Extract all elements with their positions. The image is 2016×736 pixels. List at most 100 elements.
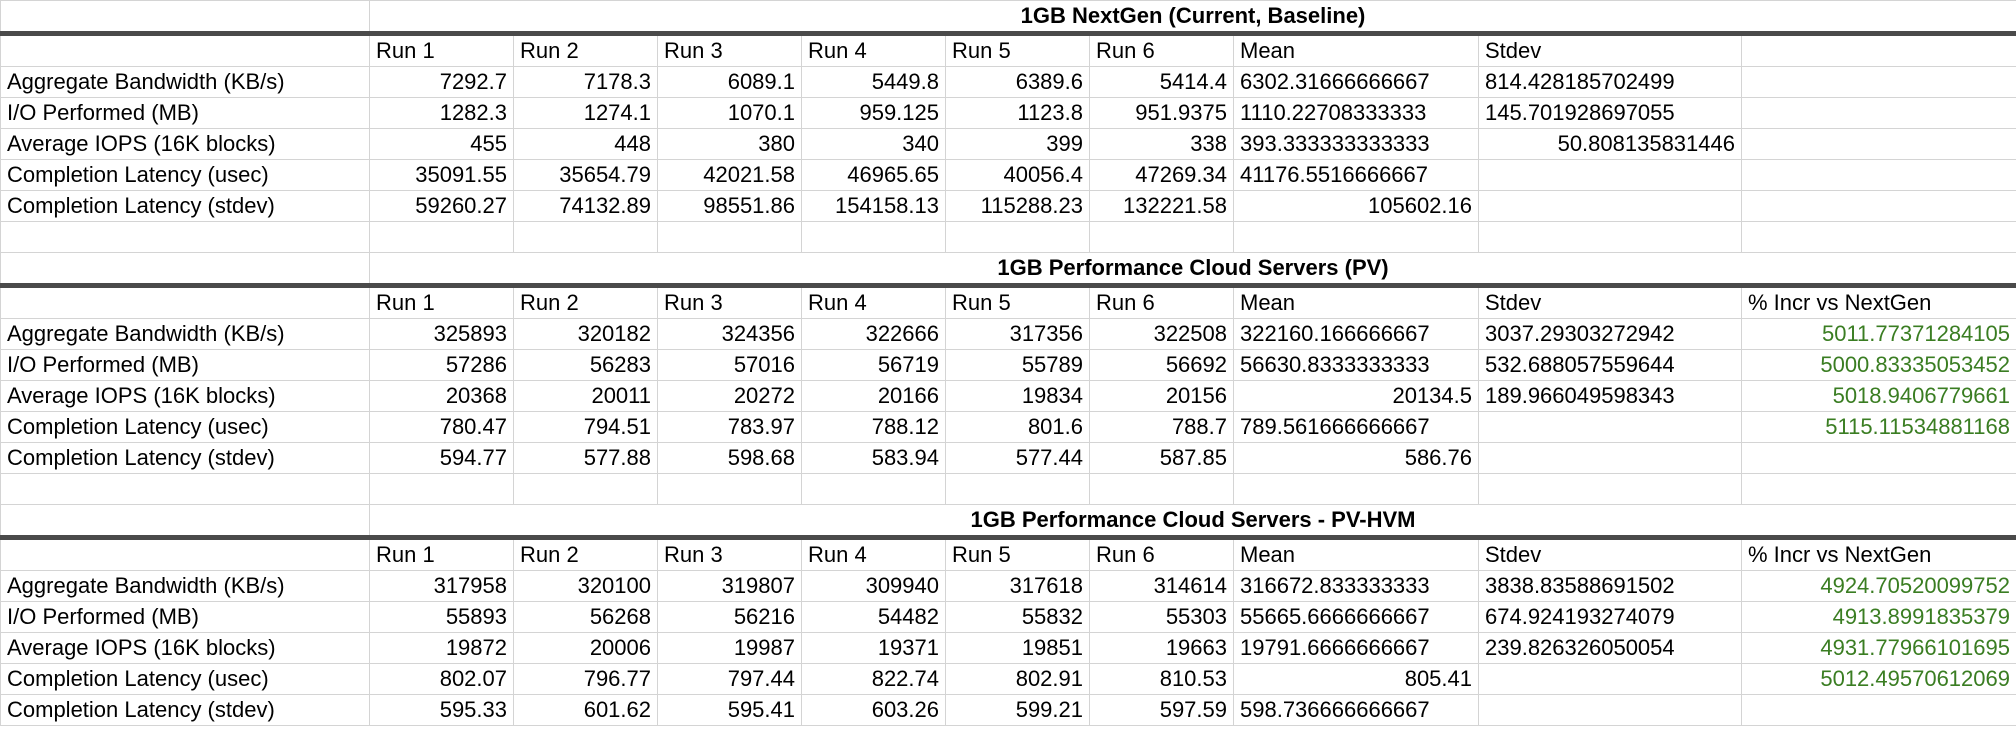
run-value-cell[interactable]: 56216 xyxy=(657,601,802,633)
empty-cell[interactable] xyxy=(0,33,370,67)
run-value-cell[interactable]: 598.68 xyxy=(657,442,802,474)
run-value-cell[interactable]: 7292.7 xyxy=(369,66,514,98)
run-value-cell[interactable]: 19872 xyxy=(369,632,514,664)
run-value-cell[interactable]: 322666 xyxy=(801,318,946,350)
mean-cell[interactable]: 19791.6666666667 xyxy=(1233,632,1479,664)
empty-cell[interactable] xyxy=(945,221,1090,253)
run-value-cell[interactable]: 1123.8 xyxy=(945,97,1090,129)
row-label[interactable]: Completion Latency (usec) xyxy=(0,663,370,695)
stdev-cell[interactable] xyxy=(1478,159,1742,191)
empty-cell[interactable] xyxy=(369,473,514,505)
empty-cell[interactable] xyxy=(1089,221,1234,253)
row-label[interactable]: I/O Performed (MB) xyxy=(0,601,370,633)
run-value-cell[interactable]: 54482 xyxy=(801,601,946,633)
pct-incr-cell[interactable] xyxy=(1741,190,2016,222)
column-header[interactable]: Run 6 xyxy=(1089,285,1234,319)
column-header[interactable]: % Incr vs NextGen xyxy=(1741,537,2016,571)
run-value-cell[interactable]: 802.07 xyxy=(369,663,514,695)
mean-cell[interactable]: 20134.5 xyxy=(1233,380,1479,412)
empty-cell[interactable] xyxy=(0,252,370,288)
mean-cell[interactable]: 1110.22708333333 xyxy=(1233,97,1479,129)
empty-cell[interactable] xyxy=(801,221,946,253)
pct-incr-cell[interactable]: 5000.83335053452 xyxy=(1741,349,2016,381)
run-value-cell[interactable]: 594.77 xyxy=(369,442,514,474)
run-value-cell[interactable]: 595.33 xyxy=(369,694,514,726)
pct-incr-cell[interactable] xyxy=(1741,66,2016,98)
mean-cell[interactable]: 322160.166666667 xyxy=(1233,318,1479,350)
row-label[interactable]: Average IOPS (16K blocks) xyxy=(0,380,370,412)
empty-cell[interactable] xyxy=(0,221,370,253)
empty-cell[interactable] xyxy=(1741,473,2016,505)
column-header[interactable]: Run 2 xyxy=(513,285,658,319)
run-value-cell[interactable]: 338 xyxy=(1089,128,1234,160)
run-value-cell[interactable]: 7178.3 xyxy=(513,66,658,98)
mean-cell[interactable]: 6302.31666666667 xyxy=(1233,66,1479,98)
stdev-cell[interactable]: 239.826326050054 xyxy=(1478,632,1742,664)
stdev-cell[interactable]: 814.428185702499 xyxy=(1478,66,1742,98)
mean-cell[interactable]: 41176.5516666667 xyxy=(1233,159,1479,191)
column-header[interactable]: Run 4 xyxy=(801,33,946,67)
run-value-cell[interactable]: 587.85 xyxy=(1089,442,1234,474)
run-value-cell[interactable]: 20156 xyxy=(1089,380,1234,412)
stdev-cell[interactable]: 3838.83588691502 xyxy=(1478,570,1742,602)
run-value-cell[interactable]: 5414.4 xyxy=(1089,66,1234,98)
empty-cell[interactable] xyxy=(801,473,946,505)
column-header[interactable]: Run 5 xyxy=(945,285,1090,319)
run-value-cell[interactable]: 35654.79 xyxy=(513,159,658,191)
run-value-cell[interactable]: 19987 xyxy=(657,632,802,664)
stdev-cell[interactable] xyxy=(1478,442,1742,474)
pct-incr-cell[interactable]: 4924.70520099752 xyxy=(1741,570,2016,602)
run-value-cell[interactable]: 951.9375 xyxy=(1089,97,1234,129)
run-value-cell[interactable]: 132221.58 xyxy=(1089,190,1234,222)
column-header[interactable]: Stdev xyxy=(1478,537,1742,571)
mean-cell[interactable]: 55665.6666666667 xyxy=(1233,601,1479,633)
run-value-cell[interactable]: 577.88 xyxy=(513,442,658,474)
stdev-cell[interactable]: 674.924193274079 xyxy=(1478,601,1742,633)
run-value-cell[interactable]: 56692 xyxy=(1089,349,1234,381)
empty-cell[interactable] xyxy=(0,0,370,36)
column-header[interactable]: Run 2 xyxy=(513,33,658,67)
row-label[interactable]: Completion Latency (stdev) xyxy=(0,190,370,222)
empty-cell[interactable] xyxy=(657,473,802,505)
column-header[interactable]: Run 6 xyxy=(1089,537,1234,571)
column-header[interactable]: Run 3 xyxy=(657,285,802,319)
run-value-cell[interactable]: 455 xyxy=(369,128,514,160)
mean-cell[interactable]: 586.76 xyxy=(1233,442,1479,474)
run-value-cell[interactable]: 780.47 xyxy=(369,411,514,443)
section-title[interactable]: 1GB Performance Cloud Servers (PV) xyxy=(369,252,2016,288)
run-value-cell[interactable]: 317958 xyxy=(369,570,514,602)
run-value-cell[interactable]: 959.125 xyxy=(801,97,946,129)
mean-cell[interactable]: 805.41 xyxy=(1233,663,1479,695)
row-label[interactable]: Aggregate Bandwidth (KB/s) xyxy=(0,318,370,350)
empty-cell[interactable] xyxy=(945,473,1090,505)
run-value-cell[interactable]: 115288.23 xyxy=(945,190,1090,222)
stdev-cell[interactable] xyxy=(1478,694,1742,726)
column-header[interactable]: Run 5 xyxy=(945,33,1090,67)
pct-incr-cell[interactable] xyxy=(1741,159,2016,191)
run-value-cell[interactable]: 317356 xyxy=(945,318,1090,350)
pct-incr-cell[interactable] xyxy=(1741,442,2016,474)
column-header[interactable]: Run 5 xyxy=(945,537,1090,571)
run-value-cell[interactable]: 154158.13 xyxy=(801,190,946,222)
empty-cell[interactable] xyxy=(0,537,370,571)
section-title[interactable]: 1GB Performance Cloud Servers - PV-HVM xyxy=(369,504,2016,540)
run-value-cell[interactable]: 59260.27 xyxy=(369,190,514,222)
run-value-cell[interactable]: 20006 xyxy=(513,632,658,664)
mean-cell[interactable]: 105602.16 xyxy=(1233,190,1479,222)
row-label[interactable]: I/O Performed (MB) xyxy=(0,97,370,129)
mean-cell[interactable]: 598.736666666667 xyxy=(1233,694,1479,726)
run-value-cell[interactable]: 314614 xyxy=(1089,570,1234,602)
run-value-cell[interactable]: 309940 xyxy=(801,570,946,602)
run-value-cell[interactable]: 599.21 xyxy=(945,694,1090,726)
row-label[interactable]: Completion Latency (usec) xyxy=(0,411,370,443)
row-label[interactable]: Aggregate Bandwidth (KB/s) xyxy=(0,570,370,602)
stdev-cell[interactable]: 189.966049598343 xyxy=(1478,380,1742,412)
run-value-cell[interactable]: 19834 xyxy=(945,380,1090,412)
empty-cell[interactable] xyxy=(513,221,658,253)
column-header[interactable]: Mean xyxy=(1233,33,1479,67)
pct-incr-cell[interactable] xyxy=(1741,97,2016,129)
stdev-cell[interactable]: 145.701928697055 xyxy=(1478,97,1742,129)
run-value-cell[interactable]: 55789 xyxy=(945,349,1090,381)
run-value-cell[interactable]: 6389.6 xyxy=(945,66,1090,98)
run-value-cell[interactable]: 319807 xyxy=(657,570,802,602)
